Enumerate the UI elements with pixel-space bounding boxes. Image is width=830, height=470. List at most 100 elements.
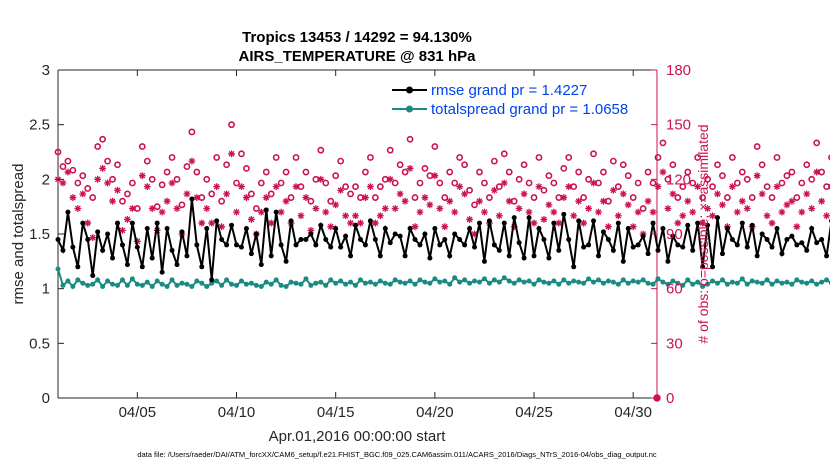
obs-assimilated-marker (674, 219, 682, 227)
obs-possible-marker (104, 157, 111, 165)
series-point (392, 231, 398, 237)
series-point (551, 278, 557, 284)
series-point (536, 226, 542, 232)
obs-possible-marker (590, 150, 597, 158)
y-tick-label: 1.5 (29, 226, 50, 243)
obs-assimilated-marker (446, 197, 454, 205)
series-point (253, 231, 259, 237)
series-point (754, 279, 760, 285)
series-point (481, 258, 487, 264)
series-point (506, 253, 512, 259)
obs-assimilated-marker (213, 183, 221, 191)
series-point (238, 244, 244, 250)
obs-assimilated-marker (808, 205, 816, 212)
series-point (675, 242, 681, 248)
series-point (501, 275, 507, 281)
series-point (243, 226, 249, 232)
obs-possible-marker (74, 179, 82, 187)
series-point (779, 280, 785, 286)
obs-assimilated-marker (659, 168, 667, 176)
series-point (159, 269, 165, 275)
series-point (422, 279, 428, 285)
obs-possible-marker (456, 154, 464, 161)
series-point (605, 278, 611, 284)
series-point (769, 244, 775, 250)
obs-assimilated-marker (347, 219, 354, 227)
series-point (402, 253, 408, 259)
series-point (243, 281, 249, 287)
x-tick-label: 04/05 (119, 404, 157, 421)
obs-possible-marker (79, 172, 87, 180)
obs-assimilated-marker (550, 208, 558, 216)
series-point (576, 218, 582, 224)
series-point (744, 281, 750, 287)
obs-assimilated-marker (505, 197, 513, 205)
obs-assimilated-marker (476, 197, 483, 205)
obs-assimilated-marker (624, 201, 632, 209)
series-point (129, 276, 135, 282)
obs-assimilated-marker (738, 197, 746, 205)
obs-possible-marker (396, 161, 404, 169)
obs-possible-marker (119, 197, 126, 205)
x-tick-label: 04/20 (416, 404, 454, 421)
series-point (714, 280, 720, 286)
series-point (283, 258, 289, 264)
obs-possible-marker (783, 172, 791, 180)
series-point (338, 244, 344, 250)
obs-assimilated-marker (481, 208, 488, 216)
obs-possible-marker (257, 179, 265, 187)
obs-possible-marker (585, 175, 592, 183)
obs-possible-marker (560, 164, 568, 172)
series-point (744, 244, 750, 250)
obs-assimilated-marker (272, 183, 280, 191)
series-point (333, 280, 339, 286)
series-point (486, 280, 492, 286)
obs-possible-marker (183, 163, 191, 170)
series-point (343, 281, 349, 287)
obs-assimilated-marker (629, 223, 637, 231)
series-point (298, 281, 304, 287)
series-point (85, 282, 91, 288)
series-point (273, 277, 279, 283)
obs-assimilated-marker (649, 208, 657, 216)
obs-possible-marker (451, 179, 459, 187)
series-point (407, 278, 413, 284)
series-point (496, 247, 502, 253)
series-point (824, 277, 830, 283)
series-point (640, 277, 646, 283)
obs-assimilated-marker (69, 194, 77, 201)
series-point (561, 211, 567, 217)
obs-possible-marker (500, 150, 508, 158)
series-point (199, 280, 205, 286)
obs-assimilated-marker (495, 212, 503, 220)
series-point (799, 240, 805, 246)
series-point (685, 277, 691, 283)
series-point (472, 244, 478, 250)
series-point (234, 282, 240, 288)
y-tick-label-right: 180 (666, 62, 691, 79)
series-point (397, 279, 403, 285)
obs-assimilated-marker (312, 205, 320, 212)
series-point (402, 280, 408, 286)
obs-possible-marker (238, 150, 245, 158)
obs-assimilated-marker (292, 183, 300, 191)
obs-assimilated-marker (818, 197, 826, 205)
series-point (323, 236, 329, 242)
y-tick-label-right: 150 (666, 117, 691, 134)
series-point (680, 282, 686, 288)
obs-possible-marker (352, 183, 359, 191)
obs-assimilated-marker (64, 168, 72, 176)
obs-assimilated-marker (743, 205, 751, 212)
series-point (729, 279, 735, 285)
series-point (457, 236, 463, 242)
obs-assimilated-marker (128, 205, 136, 212)
series-point (110, 281, 116, 287)
series-point (214, 218, 220, 224)
legend-label-spread: totalspread grand pr = 1.0658 (431, 101, 628, 118)
series-point (288, 279, 294, 285)
series-point (462, 242, 468, 248)
obs-possible-marker (188, 128, 196, 136)
series-point (387, 281, 393, 287)
series-point (645, 251, 651, 257)
